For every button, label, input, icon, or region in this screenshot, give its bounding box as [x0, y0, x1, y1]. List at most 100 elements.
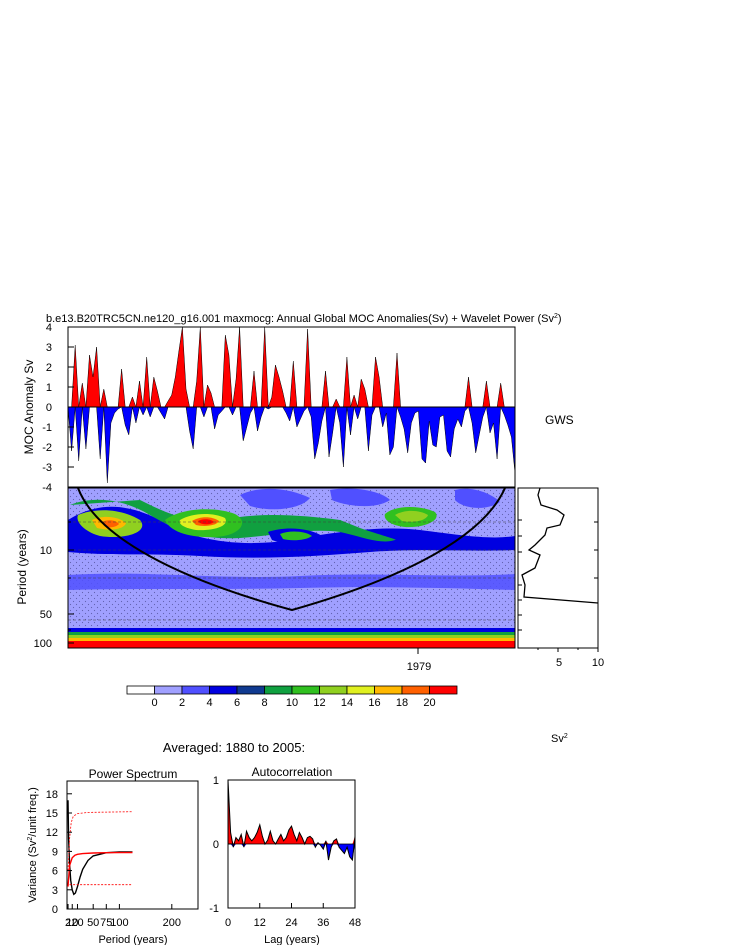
wavelet-x-tick: 1979: [407, 661, 431, 673]
ps-y-tick: 9: [52, 846, 58, 858]
autocorrelation-area: [227, 779, 356, 862]
colorbar-swatch: [154, 685, 183, 695]
power-spectrum-series: [67, 811, 133, 871]
figure-title: b.e13.B20TRC5CN.ne120_g16.001 maxmocg: A…: [46, 313, 562, 325]
ac-x-tick: 36: [317, 917, 329, 929]
power-spectrum-y-label: Variance (Sv2/unit freq.): [27, 787, 39, 903]
positive-autocorrelation-area: [228, 780, 355, 844]
colorbar-label: 0: [151, 697, 157, 709]
ac-x-tick: 48: [349, 917, 361, 929]
colorbar-swatch: [209, 685, 238, 695]
gws-label: GWS: [545, 413, 574, 427]
autocorrelation-panel: Autocorrelation 1 0 -1 0 12 24 36 48 Lag (year…: [209, 765, 361, 945]
power-spectrum-series: [67, 851, 133, 887]
anomaly-y-tick: 1: [46, 382, 52, 394]
power-spectrum-y-ticks: 18 15 12 9 6 3 0: [46, 789, 72, 916]
ps-x-tick: 200: [163, 917, 181, 929]
ac-y-tick: -1: [209, 903, 219, 915]
colorbar-swatch: [236, 685, 265, 695]
power-spectrum-x-label: Period (years): [98, 934, 167, 945]
colorbar-swatch: [126, 685, 155, 695]
cone-of-influence: [77, 488, 506, 612]
wavelet-contours: [68, 488, 515, 648]
gws-curve: [521, 487, 599, 604]
ps-x-tick: 20: [71, 917, 83, 929]
ps-x-tick: 75: [100, 917, 112, 929]
anomaly-y-tick: 4: [46, 322, 52, 334]
colorbar-swatch: [401, 685, 430, 695]
colorbar-swatch: [346, 685, 375, 695]
wavelet-frame: [67, 487, 516, 649]
colorbar-swatch: [319, 685, 348, 695]
ps-y-tick: 6: [52, 866, 58, 878]
wavelet-panel: 10 50 100 Period (years) 1979: [15, 487, 516, 673]
colorbar-label: 8: [261, 697, 267, 709]
anomaly-y-tick: 2: [46, 362, 52, 374]
colorbar: 0 2 4 6 8 10 12 14 16 18 20: [126, 685, 458, 709]
anomaly-y-tick: -4: [42, 482, 52, 494]
ps-y-tick: 12: [46, 827, 58, 839]
power-spectrum-series: [67, 800, 133, 896]
anomaly-panel: 4 3 2 1 0 -1 -2 -3 -4 MOC Anomaly Sv: [22, 322, 516, 494]
ps-y-tick: 15: [46, 808, 58, 820]
colorbar-label: 16: [368, 697, 380, 709]
colorbar-swatch: [429, 685, 458, 695]
negative-anomaly-area: [67, 406, 516, 484]
gws-panel: 5 10: [517, 487, 604, 669]
ac-y-tick: 1: [213, 775, 219, 787]
anomaly-y-tick: 0: [46, 402, 52, 414]
colorbar-label: 2: [179, 697, 185, 709]
anomaly-y-ticks: 4 3 2 1 0 -1 -2 -3 -4: [42, 322, 74, 494]
sv2-label: Sv2: [551, 733, 568, 745]
wavelet-tick-marks: [68, 521, 419, 654]
anomaly-y-label: MOC Anomaly Sv: [22, 360, 36, 455]
power-spectrum-title: Power Spectrum: [89, 767, 178, 781]
gws-x-tick: 5: [556, 657, 562, 669]
autocorrelation-y-ticks: 1 0 -1: [209, 775, 233, 915]
wavelet-y-tick: 100: [34, 638, 52, 650]
anomaly-y-tick: 3: [46, 342, 52, 354]
averaged-title: Averaged: 1880 to 2005:: [163, 740, 305, 755]
ac-x-tick: 12: [254, 917, 266, 929]
gws-x-tick: 10: [592, 657, 604, 669]
ps-y-tick: 3: [52, 885, 58, 897]
anomaly-y-tick: -1: [42, 422, 52, 434]
colorbar-label: 12: [313, 697, 325, 709]
autocorrelation-title: Autocorrelation: [252, 765, 333, 779]
colorbar-label: 20: [423, 697, 435, 709]
negative-autocorrelation-area: [228, 844, 355, 860]
colorbar-label: 6: [234, 697, 240, 709]
gws-tick-marks: [518, 519, 599, 652]
ac-x-tick: 0: [225, 917, 231, 929]
ps-x-tick: 100: [110, 917, 128, 929]
autocorrelation-line: [227, 779, 356, 862]
power-spectrum-lines: [67, 800, 133, 896]
ps-x-tick: 50: [87, 917, 99, 929]
anomaly-y-tick: -3: [42, 462, 52, 474]
ps-x-tick: 2: [65, 917, 71, 929]
gws-frame: [517, 487, 599, 649]
wavelet-y-tick: 10: [40, 545, 52, 557]
wavelet-y-tick: 50: [40, 609, 52, 621]
autocorrelation-x-label: Lag (years): [264, 934, 320, 945]
colorbar-label: 18: [396, 697, 408, 709]
ps-y-tick: 18: [46, 789, 58, 801]
colorbar-swatch: [291, 685, 320, 695]
colorbar-swatch: [181, 685, 210, 695]
colorbar-label: 4: [206, 697, 212, 709]
ps-x-tick: 10: [66, 917, 78, 929]
power-spectrum-frame: [66, 780, 199, 910]
ac-x-tick: 24: [285, 917, 297, 929]
positive-anomaly-area: [68, 326, 515, 408]
colorbar-label: 10: [286, 697, 298, 709]
anomaly-area: [67, 326, 516, 484]
ps-y-tick: 0: [52, 904, 58, 916]
colorbar-swatch: [374, 685, 403, 695]
colorbar-label: 14: [341, 697, 353, 709]
ac-y-tick: 0: [213, 839, 219, 851]
anomaly-y-tick: -2: [42, 442, 52, 454]
colorbar-swatch: [264, 685, 293, 695]
